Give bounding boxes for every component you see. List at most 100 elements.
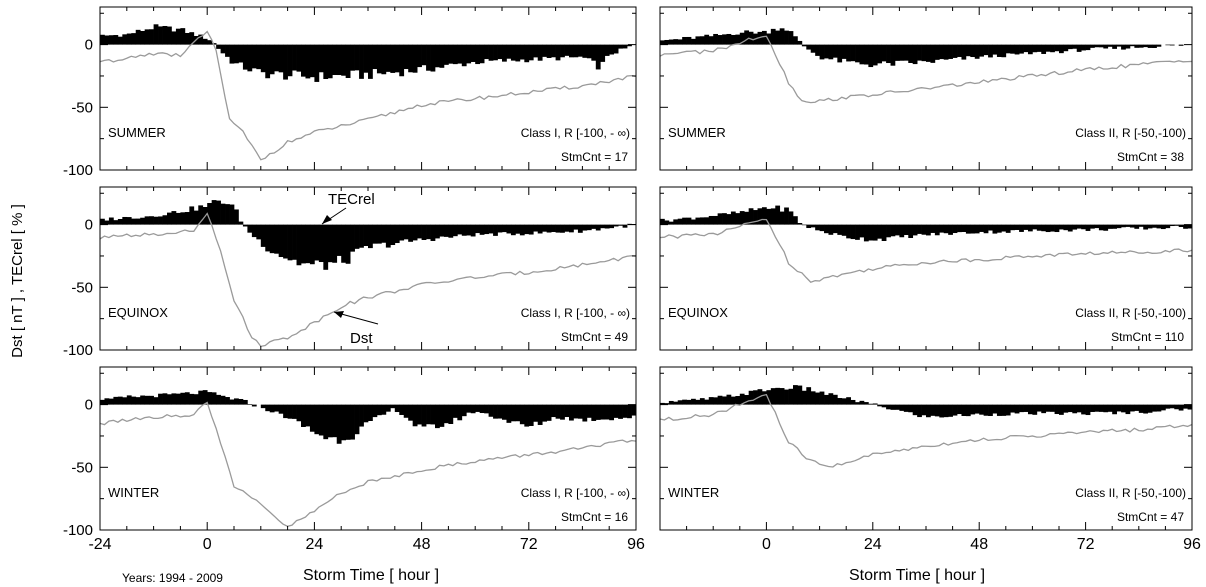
panel-summer-class-2: SUMMER Class II, R [-50,-100) StmCnt = 38 — [659, 6, 1193, 171]
tecrel-bar — [952, 44, 958, 58]
tecrel-bar — [1125, 224, 1131, 227]
tecrel-bar — [899, 224, 905, 238]
tecrel-bar — [948, 404, 953, 417]
tecrel-bar — [376, 404, 382, 416]
tecrel-bar — [618, 224, 623, 226]
tecrel-bar — [1138, 404, 1144, 413]
tecrel-bar — [546, 44, 552, 58]
tecrel-bar — [260, 224, 266, 247]
tecrel-bar — [1027, 224, 1033, 232]
tecrel-bar — [502, 404, 507, 420]
tecrel-bar — [677, 218, 683, 225]
tecrel-bar — [1045, 404, 1051, 412]
tecrel-bar — [1094, 404, 1100, 412]
panel-equinox-class-2: EQUINOX Class II, R [-50,-100) StmCnt = 11… — [659, 186, 1193, 351]
tecrel-bar — [577, 224, 583, 233]
tecrel-bar — [345, 44, 351, 78]
tecrel-bar — [1116, 404, 1122, 412]
tecrel-bar — [421, 224, 427, 240]
tecrel-bar — [582, 224, 588, 231]
tecrel-annotation-arrowhead — [322, 215, 332, 224]
tecrel-bar — [1116, 224, 1122, 229]
tecrel-bar — [113, 35, 119, 45]
tecrel-bar — [421, 404, 427, 427]
tecrel-bar — [881, 44, 887, 62]
tecrel-bar — [439, 224, 445, 237]
tecrel-bar — [735, 396, 741, 405]
tecrel-bar — [970, 224, 976, 234]
tecrel-bar — [631, 404, 637, 416]
tecrel-bar — [135, 29, 141, 45]
tecrel-bar — [225, 204, 230, 225]
tecrel-bar — [1129, 44, 1135, 47]
tecrel-bar — [131, 396, 137, 405]
tecrel-bar — [269, 44, 275, 75]
tecrel-bar — [1103, 44, 1109, 49]
tecrel-bar — [1050, 44, 1055, 53]
tecrel-bar — [1085, 224, 1091, 231]
y-tick-label: -50 — [71, 459, 93, 476]
tecrel-bar — [153, 216, 159, 225]
tecrel-bar — [519, 224, 525, 236]
tecrel-bar — [793, 385, 798, 405]
tecrel-bar — [354, 224, 360, 249]
tecrel-bar — [797, 385, 803, 405]
tecrel-bar — [122, 397, 128, 405]
tecrel-bar — [551, 404, 556, 418]
tecrel-bar — [180, 212, 186, 225]
tecrel-bar — [695, 399, 701, 405]
y-tick-label: -100 — [63, 522, 93, 539]
tecrel-bar — [717, 395, 723, 405]
tecrel-bar — [524, 224, 530, 235]
tecrel-bar — [394, 224, 400, 244]
tecrel-bar — [988, 404, 993, 416]
tecrel-bar — [225, 397, 230, 405]
tecrel-bar — [502, 224, 507, 233]
tecrel-bar — [784, 389, 789, 405]
tecrel-bar — [573, 224, 579, 230]
tecrel-bar — [961, 224, 967, 232]
tecrel-bar — [850, 44, 856, 62]
tecrel-bar — [595, 224, 601, 231]
tecrel-bar — [735, 213, 741, 225]
tecrel-bar — [1103, 224, 1109, 231]
tecrel-bar — [506, 44, 512, 59]
tecrel-bar — [457, 44, 463, 64]
tecrel-bar — [435, 44, 440, 68]
dst-line — [99, 401, 637, 527]
tecrel-bar — [1005, 44, 1011, 54]
tecrel-bar — [1156, 404, 1162, 412]
tecrel-annotation: TECrel — [321, 191, 375, 225]
tecrel-bar — [766, 208, 772, 225]
tecrel-bar — [1010, 224, 1016, 231]
tecrel-bar — [560, 224, 565, 233]
tecrel-bar — [1067, 404, 1073, 413]
tecrel-bar — [921, 44, 927, 62]
tecrel-bar — [775, 30, 781, 45]
tecrel-bar — [430, 404, 436, 425]
tecrel-bar — [363, 404, 369, 423]
tecrel-bar — [162, 215, 168, 225]
tecrel-bar — [1019, 404, 1024, 413]
tecrel-bar — [1054, 224, 1060, 233]
tecrel-bar — [305, 44, 311, 79]
tecrel-bar — [131, 33, 137, 45]
tecrel-bar — [336, 224, 342, 256]
tecrel-bar — [757, 208, 763, 225]
tecrel-bar — [359, 44, 364, 79]
tecrel-bar — [1107, 404, 1113, 412]
tecrel-bar — [806, 44, 812, 50]
tecrel-bar — [801, 224, 807, 226]
tecrel-bar — [256, 44, 262, 70]
tecrel-bar — [1041, 44, 1047, 54]
tecrel-bar — [903, 404, 909, 412]
tecrel-bar — [350, 404, 355, 440]
stmcnt-label: StmCnt = 16 — [561, 510, 628, 524]
tecrel-bar — [934, 404, 940, 417]
tecrel-bar — [551, 44, 556, 58]
tecrel-bar — [564, 404, 570, 418]
tecrel-bar — [569, 404, 574, 421]
tecrel-bar — [569, 44, 574, 58]
tecrel-bar — [381, 404, 387, 415]
tecrel-bar — [1160, 224, 1166, 230]
